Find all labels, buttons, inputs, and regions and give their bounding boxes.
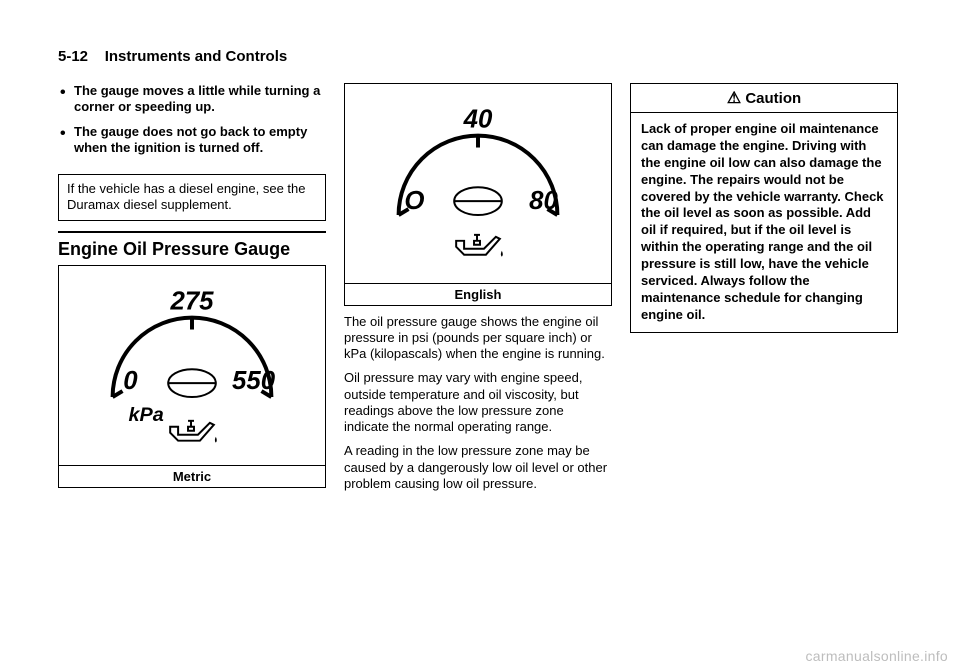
section-name: Instruments and Controls — [105, 48, 288, 65]
gauge-right-label: 80 — [529, 187, 558, 215]
page-number: 5-12 — [58, 48, 88, 65]
caution-body: Lack of proper engine oil maintenance ca… — [631, 113, 897, 332]
page-header: 5-12 Instruments and Controls — [58, 48, 902, 65]
diesel-note-box: If the vehicle has a diesel engine, see … — [58, 174, 326, 221]
caution-box: ⚠ Caution Lack of proper engine oil main… — [630, 83, 898, 333]
body-paragraph: A reading in the low pressure zone may b… — [344, 443, 612, 492]
bullet-item: The gauge does not go back to empty when… — [58, 124, 326, 157]
gauge-top-label: 40 — [463, 106, 493, 134]
gauge-top-label: 275 — [169, 288, 214, 316]
body-paragraph: The oil pressure gauge shows the engine … — [344, 314, 612, 363]
column-3: ⚠ Caution Lack of proper engine oil main… — [630, 83, 898, 492]
gauge-left-label: O — [404, 187, 424, 215]
gauge-english-svg: O 40 80 — [345, 84, 611, 283]
watermark: carmanualsonline.info — [806, 648, 949, 664]
caution-title: ⚠ Caution — [631, 84, 897, 113]
gauge-unit-label: kPa — [128, 404, 163, 426]
bullet-list: The gauge moves a little while turning a… — [58, 83, 326, 164]
gauge-caption: English — [345, 283, 611, 305]
gauge-right-label: 550 — [232, 367, 276, 395]
gauge-english: O 40 80 English — [344, 83, 612, 306]
column-1: The gauge moves a little while turning a… — [58, 83, 326, 492]
warning-icon: ⚠ — [727, 90, 741, 107]
bullet-item: The gauge moves a little while turning a… — [58, 83, 326, 116]
gauge-caption: Metric — [59, 465, 325, 487]
body-paragraph: Oil pressure may vary with engine speed,… — [344, 370, 612, 435]
gauge-left-label: 0 — [123, 367, 138, 395]
gauge-metric-svg: 0 275 550 kPa — [59, 266, 325, 465]
gauge-metric: 0 275 550 kPa Metric — [58, 265, 326, 488]
caution-label: Caution — [745, 90, 801, 107]
column-2: O 40 80 English The oil pressure gauge s… — [344, 83, 612, 492]
section-title: Engine Oil Pressure Gauge — [58, 231, 326, 260]
